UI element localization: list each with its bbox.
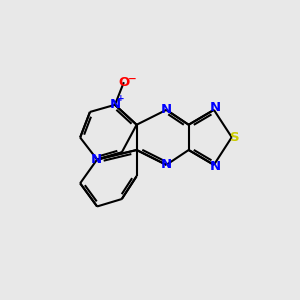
- Text: S: S: [230, 131, 240, 144]
- Text: N: N: [161, 103, 172, 116]
- Text: −: −: [128, 74, 136, 84]
- Text: N: N: [161, 158, 172, 171]
- Text: N: N: [210, 101, 221, 114]
- Text: N: N: [210, 160, 221, 173]
- Text: N: N: [110, 98, 121, 111]
- Text: N: N: [91, 153, 102, 166]
- Text: O: O: [118, 76, 130, 89]
- Text: +: +: [117, 94, 125, 103]
